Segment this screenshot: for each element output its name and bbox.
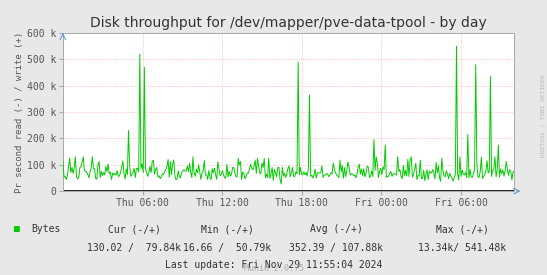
Y-axis label: Pr second read (-) / write (+): Pr second read (-) / write (+) [15, 31, 24, 193]
Text: Munin 2.0.75: Munin 2.0.75 [243, 264, 304, 273]
Text: Avg (-/+): Avg (-/+) [310, 224, 363, 234]
Text: 130.02 /  79.84k: 130.02 / 79.84k [87, 243, 181, 253]
Text: Max (-/+): Max (-/+) [436, 224, 488, 234]
Text: Last update: Fri Nov 29 11:55:04 2024: Last update: Fri Nov 29 11:55:04 2024 [165, 260, 382, 270]
Text: 16.66 /  50.79k: 16.66 / 50.79k [183, 243, 271, 253]
Text: 13.34k/ 541.48k: 13.34k/ 541.48k [418, 243, 507, 253]
Text: ■: ■ [14, 224, 20, 234]
Title: Disk throughput for /dev/mapper/pve-data-tpool - by day: Disk throughput for /dev/mapper/pve-data… [90, 16, 487, 31]
Text: RRDTOOL / TOBI OETIKER: RRDTOOL / TOBI OETIKER [541, 74, 546, 157]
Text: Cur (-/+): Cur (-/+) [108, 224, 160, 234]
Text: 352.39 / 107.88k: 352.39 / 107.88k [289, 243, 383, 253]
Text: Bytes: Bytes [32, 224, 61, 234]
Text: Min (-/+): Min (-/+) [201, 224, 253, 234]
